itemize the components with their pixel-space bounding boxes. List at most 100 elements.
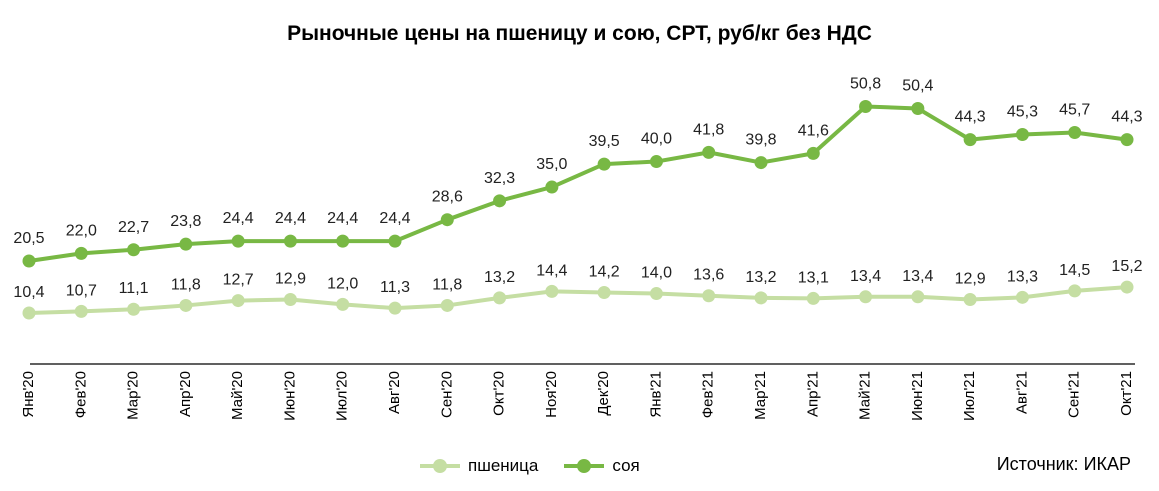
legend-swatch-soy — [564, 458, 605, 474]
data-label: 41,8 — [693, 121, 724, 138]
data-point — [911, 290, 925, 304]
x-tick-label: Мар'21 — [752, 371, 769, 420]
data-label: 28,6 — [432, 189, 463, 206]
data-point — [545, 284, 559, 298]
data-point — [440, 213, 454, 227]
data-point — [911, 102, 925, 116]
data-point — [22, 254, 36, 268]
data-label: 32,3 — [484, 170, 515, 187]
data-label: 14,4 — [536, 262, 567, 279]
x-tick-label: Фев'21 — [700, 371, 717, 418]
data-label: 24,4 — [275, 210, 306, 227]
data-point — [649, 155, 663, 169]
data-label: 11,3 — [380, 279, 410, 296]
data-point — [440, 298, 454, 312]
data-label: 10,4 — [13, 284, 44, 301]
data-point — [283, 234, 297, 248]
data-label: 11,8 — [432, 276, 462, 293]
data-point — [231, 234, 245, 248]
data-label: 14,5 — [1059, 262, 1090, 279]
x-tick-label: Июл'21 — [961, 371, 978, 421]
x-tick-label: Фев'20 — [72, 371, 89, 418]
legend-item-soy: соя — [564, 456, 640, 476]
x-tick-label: Май'20 — [229, 371, 246, 420]
data-label: 50,4 — [902, 78, 933, 95]
data-label: 24,4 — [223, 210, 254, 227]
data-label: 14,0 — [641, 265, 672, 282]
source-note: Источник: ИКАР — [996, 454, 1131, 474]
data-label: 13,4 — [902, 268, 933, 285]
data-label: 14,2 — [589, 263, 620, 280]
legend-label-soy: соя — [612, 456, 640, 475]
data-label: 45,7 — [1059, 101, 1090, 118]
data-point — [1015, 290, 1029, 304]
series-soy: 20,5 22,0 22,7 23,8 24,4 24,4 24,4 24,4 28,6 32,3… — [13, 75, 1143, 268]
data-label: 24,4 — [379, 210, 410, 227]
x-tick-label: Авг'20 — [386, 371, 403, 414]
data-point — [597, 157, 611, 171]
data-point — [22, 306, 36, 320]
data-label: 13,2 — [745, 269, 776, 286]
data-point — [806, 291, 820, 305]
data-point — [1068, 284, 1082, 298]
x-tick-label: Май'21 — [857, 371, 874, 420]
data-point — [702, 289, 716, 303]
x-tick-label: Окт'20 — [491, 371, 508, 416]
data-point — [74, 304, 88, 318]
data-point — [388, 234, 402, 248]
data-label: 13,3 — [1007, 268, 1038, 285]
data-label: 12,0 — [327, 275, 358, 292]
data-label: 41,6 — [798, 122, 829, 139]
data-label: 15,2 — [1111, 258, 1142, 275]
legend: пшеница соя — [420, 456, 640, 476]
x-tick-label: Янв'21 — [647, 371, 664, 418]
x-tick-label: Июл'20 — [334, 371, 351, 421]
data-point — [754, 156, 768, 170]
data-point — [74, 246, 88, 260]
data-point — [179, 298, 193, 312]
data-label: 11,1 — [119, 280, 149, 297]
data-point — [545, 180, 559, 194]
data-point — [1015, 128, 1029, 142]
data-label: 22,7 — [118, 219, 149, 236]
data-label: 39,8 — [745, 132, 776, 149]
data-point — [127, 243, 141, 257]
data-point — [1068, 125, 1082, 139]
data-label: 24,4 — [327, 210, 358, 227]
series-line — [28, 104, 1128, 263]
data-label: 45,3 — [1007, 104, 1038, 121]
data-point — [336, 297, 350, 311]
data-point — [702, 145, 716, 159]
series-line — [28, 285, 1128, 315]
data-label: 11,8 — [171, 276, 201, 293]
data-label: 13,2 — [484, 269, 515, 286]
data-point — [493, 291, 507, 305]
x-tick-labels: Янв'20 Фев'20 Мар'20 Апр'20 Май'20 Июн'20 Июл'… — [20, 371, 1135, 421]
data-point — [1120, 133, 1134, 147]
data-label: 40,0 — [641, 131, 672, 148]
data-label: 23,8 — [170, 213, 201, 230]
x-tick-label: Июн'20 — [281, 371, 298, 421]
data-point — [493, 194, 507, 208]
chart-title: Рыночные цены на пшеницу и сою, СРТ, руб… — [287, 22, 872, 45]
data-point — [806, 146, 820, 160]
x-tick-label: Ноя'20 — [543, 371, 560, 418]
x-tick-label: Авг'21 — [1013, 371, 1030, 414]
data-point — [649, 287, 663, 301]
x-tick-label: Июн'21 — [909, 371, 926, 421]
data-label: 12,9 — [275, 271, 306, 288]
data-label: 39,5 — [589, 133, 620, 150]
data-point — [179, 237, 193, 251]
data-point — [963, 133, 977, 147]
data-label: 35,0 — [536, 156, 567, 173]
x-tick-label: Сен'20 — [438, 371, 455, 418]
data-label: 44,3 — [955, 109, 986, 126]
x-tick-label: Мар'20 — [125, 371, 142, 420]
data-point — [336, 234, 350, 248]
legend-label-wheat: пшеница — [468, 456, 539, 475]
series-layer: 10,4 10,7 11,1 11,8 12,7 12,9 12,0 11,3 11,8 13,2… — [13, 75, 1143, 320]
data-point — [754, 291, 768, 305]
data-point — [127, 302, 141, 316]
data-point — [388, 301, 402, 315]
